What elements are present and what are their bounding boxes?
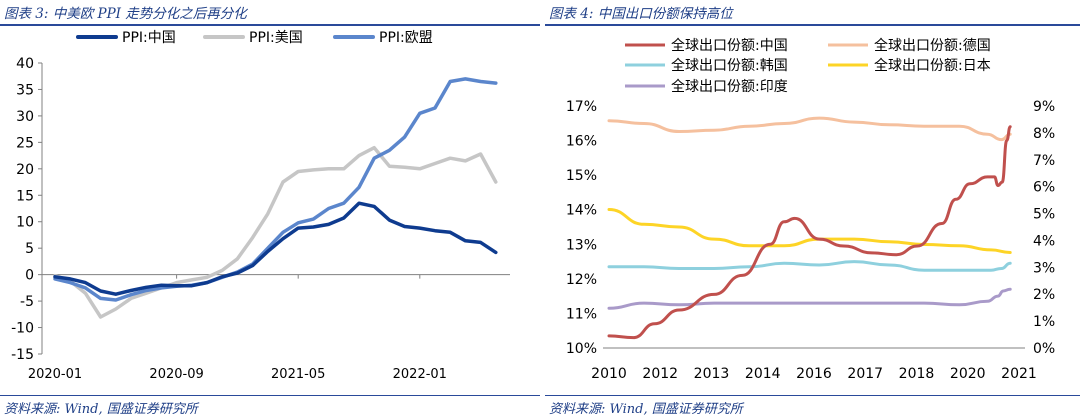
y-tick-label: -10 [11,321,34,337]
series-line-korea [607,260,1012,272]
x-tick-label: 2021 [1001,366,1037,382]
series-line-china [53,201,498,296]
left-chart-title: 图表 3: 中美欧 PPI 走势分化之后再分化 [4,6,247,22]
legend-label-india: 全球出口份额:印度 [671,78,788,95]
y-left-tick-label: 13% [566,237,597,253]
y-left-tick-label: 12% [566,272,597,288]
x-tick-label: 2021-05 [271,367,325,382]
y-right-tick-label: 6% [1033,180,1055,196]
y-right-tick-label: 4% [1033,233,1055,249]
legend-label-us: PPI:美国 [249,30,303,46]
y-tick-label: 30 [16,109,34,125]
x-tick-label: 2013 [694,366,730,382]
y-right-tick-label: 1% [1033,314,1055,330]
x-tick-label: 2017 [847,366,883,382]
legend-label-china: PPI:中国 [122,30,176,46]
x-tick-label: 2012 [642,366,678,382]
left-title-rule [0,24,540,26]
y-left-tick-label: 16% [566,134,597,150]
y-left-tick-label: 15% [566,168,597,184]
left-chart-panel: 图表 3: 中美欧 PPI 走势分化之后再分化 -15 -10 -5 0 5 10 15 20… [0,6,540,417]
right-title-rule [545,24,1080,26]
x-tick-label: 2020 [950,366,986,382]
left-source-note: 资料来源: Wind, 国盛证券研究所 [4,402,198,417]
y-tick-label: 5 [25,241,34,257]
x-tick-label: 2022-01 [393,367,447,382]
legend-label-japan: 全球出口份额:日本 [874,57,991,74]
y-tick-label: 25 [16,135,34,151]
right-chart-title: 图表 4: 中国出口份额保持高位 [549,6,733,22]
y-tick-label: 10 [16,215,34,231]
y-right-tick-label: 5% [1033,207,1055,223]
legend-label-eu: PPI:欧盟 [379,30,433,46]
y-tick-label: 35 [16,82,34,98]
y-tick-label: 20 [16,162,34,178]
series-line-india [607,287,1012,310]
y-right-tick-label: 8% [1033,126,1055,142]
y-left-tick-label: 17% [566,99,597,115]
y-tick-label: 15 [16,188,34,204]
y-left-tick-label: 14% [566,203,597,219]
x-tick-label: 2020-09 [149,367,203,382]
y-left-tick-label: 11% [566,306,597,322]
right-chart-panel: 图表 4: 中国出口份额保持高位 10% 11% 12% 13% 14% 15% 16% 17… [545,0,1080,419]
y-tick-label: -15 [11,347,34,363]
series-line-eu [53,77,498,302]
y-right-tick-label: 0% [1033,341,1055,357]
ppi-chart: -15 -10 -5 0 5 10 15 20 25 30 35 40 2020-01 2020-09 20… [11,30,510,382]
y-right-tick-label: 3% [1033,260,1055,276]
legend-label-germany: 全球出口份额:德国 [874,37,991,54]
y-tick-label: 40 [16,56,34,72]
y-right-tick-label: 7% [1033,153,1055,169]
y-tick-label: 0 [25,268,34,284]
right-source-note: 资料来源: Wind, 国盛证券研究所 [549,402,743,417]
x-tick-label: 2010 [591,366,627,382]
y-right-tick-label: 9% [1033,99,1055,115]
y-right-tick-label: 2% [1033,287,1055,303]
legend-label-korea: 全球出口份额:韩国 [671,57,788,74]
right-source-rule [545,395,1080,396]
x-tick-label: 2016 [796,366,832,382]
y-left-tick-label: 10% [566,341,597,357]
x-tick-label: 2018 [899,366,935,382]
y-tick-label: -5 [20,294,34,310]
series-line-germany [607,116,1012,142]
x-tick-label: 2020-01 [28,367,82,382]
legend-label-china: 全球出口份额:中国 [671,37,788,54]
series-line-us [53,145,498,319]
export-share-chart: 10% 11% 12% 13% 14% 15% 16% 17% 0% 1% 2% 3% 4% 5% 6% 7%… [566,37,1055,382]
series-line-china [607,125,1012,340]
x-tick-label: 2014 [745,366,781,382]
left-source-rule [0,395,540,396]
